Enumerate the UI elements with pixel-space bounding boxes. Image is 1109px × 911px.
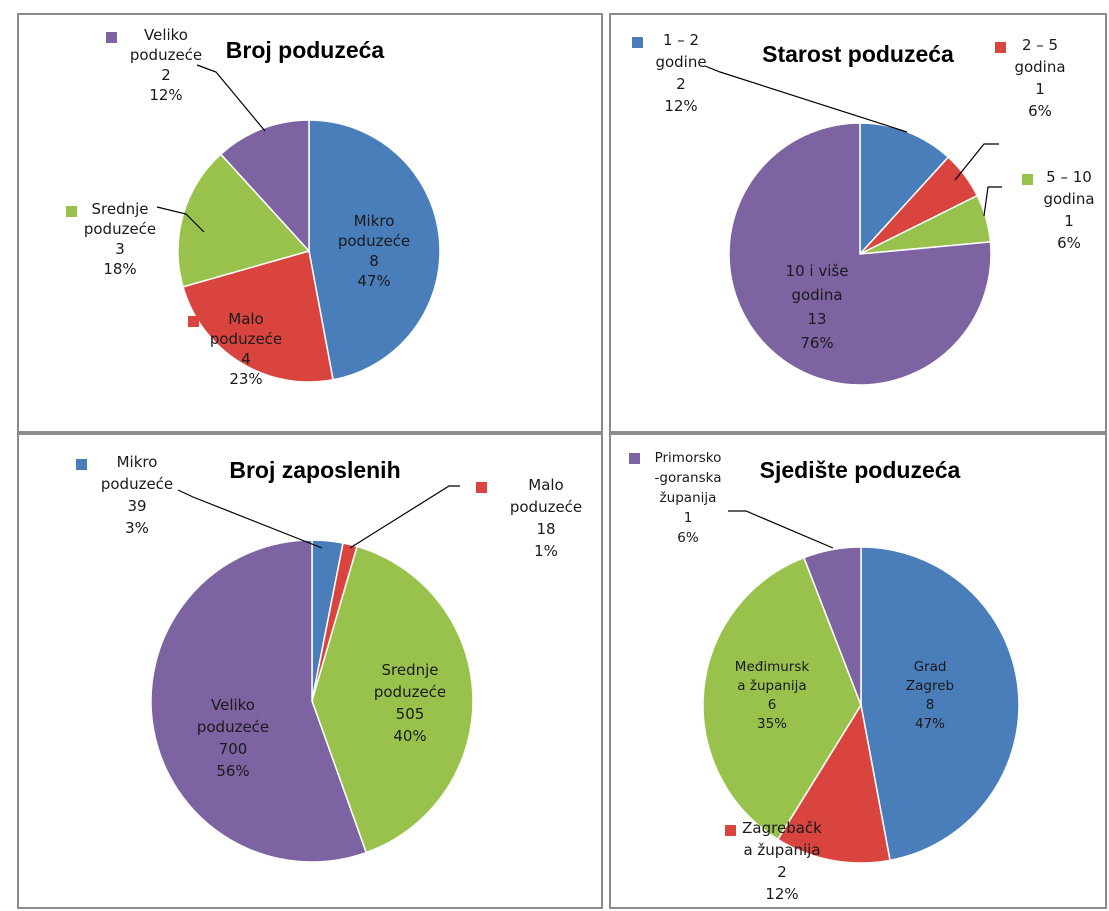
- leader-line-0-veliko: [196, 64, 266, 132]
- leader-line-2-malo: [349, 485, 460, 549]
- data-label-2-mikro: Mikro poduzeće 39 3%: [101, 453, 173, 537]
- data-label-0-malo: Malo poduzeće 4 23%: [210, 310, 282, 388]
- pie-slice-0-veliko: [219, 119, 310, 253]
- data-label-0-srednje: Srednje poduzeće 3 18%: [84, 200, 156, 278]
- legend-markers: [66, 32, 1033, 836]
- data-label-3-zagrebacka-zupanija: Zagrebačk a županija 2 12%: [742, 819, 822, 903]
- leader-line-1-2-5-godina: [954, 143, 999, 181]
- data-label-1-1-2-godine: 1 – 2 godine 2 12%: [655, 31, 706, 115]
- pie-slice-3-medimurska-zupanija: [702, 556, 862, 841]
- chart-title-broj-zaposlenih: Broj zaposlenih: [229, 457, 400, 483]
- data-label-3-primorsko-goranska-zupanija: Primorsko -goranska županija 1 6%: [655, 450, 722, 546]
- legend-marker-1-5-10-godina: [1022, 174, 1033, 185]
- legend-marker-2-mikro: [76, 459, 87, 470]
- legend-marker-1-1-2-godine: [632, 37, 643, 48]
- pie-slice-1-1-2-godine: [859, 122, 950, 256]
- data-label-1-2-5-godina: 2 – 5 godina 1 6%: [1014, 36, 1065, 120]
- pie-slices: [150, 119, 1020, 864]
- chart-title-broj-poduzeca: Broj poduzeća: [226, 37, 385, 63]
- legend-marker-0-malo: [188, 316, 199, 327]
- legend-marker-0-srednje: [66, 206, 77, 217]
- leader-line-2-mikro: [177, 489, 323, 549]
- data-label-0-veliko: Veliko poduzeće 2 12%: [130, 26, 202, 104]
- data-label-0-mikro: Mikro poduzeće 8 47%: [338, 212, 410, 290]
- pie-slice-2-srednje: [311, 545, 474, 854]
- chart-title-starost-poduzeca: Starost poduzeća: [762, 41, 954, 67]
- leader-lines: [156, 64, 1002, 549]
- legend-marker-3-primorsko-goranska-zupanija: [629, 453, 640, 464]
- data-label-3-grad-zagreb: Grad Zagreb 8 47%: [906, 659, 954, 732]
- pie-slice-0-srednje: [177, 153, 311, 288]
- pie-slice-2-veliko: [150, 539, 368, 863]
- data-label-2-malo: Malo poduzeće 18 1%: [510, 476, 582, 560]
- legend-marker-3-zagrebacka-zupanija: [725, 825, 736, 836]
- leader-line-1-1-2-godine: [704, 65, 908, 133]
- data-label-2-veliko: Veliko poduzeće 700 56%: [197, 696, 269, 780]
- chart-title-sjediste-poduzeca: Sjedište poduzeća: [760, 457, 961, 483]
- pie-slice-0-mikro: [308, 119, 441, 381]
- legend-marker-2-malo: [476, 482, 487, 493]
- legend-marker-1-2-5-godina: [995, 42, 1006, 53]
- data-label-1-10-i-vise-godina: 10 i više godina 13 76%: [786, 262, 849, 352]
- pie-slice-3-zagrebacka-zupanija: [776, 702, 891, 864]
- pie-slice-3-grad-zagreb: [860, 546, 1020, 862]
- data-labels: Mikro poduzeće 8 47% Malo poduzeće 4 23% Srednje…: [84, 26, 1095, 903]
- pie-slice-1-10-i-vise-godina: [728, 122, 992, 386]
- pie-slice-3-primorsko-goranska-zupanija: [802, 546, 862, 706]
- data-label-1-5-10-godina: 5 – 10 godina 1 6%: [1043, 168, 1094, 252]
- data-label-2-srednje: Srednje poduzeće 505 40%: [374, 661, 446, 745]
- legend-marker-0-veliko: [106, 32, 117, 43]
- data-label-3-medimurska-zupanija: Međimursk a županija 6 35%: [735, 659, 810, 732]
- leader-line-3-primorsko-goranska-zupanija: [728, 510, 834, 549]
- leader-line-0-srednje: [156, 206, 205, 233]
- leader-line-1-5-10-godina: [983, 186, 1002, 217]
- pie-slice-0-malo: [182, 250, 334, 383]
